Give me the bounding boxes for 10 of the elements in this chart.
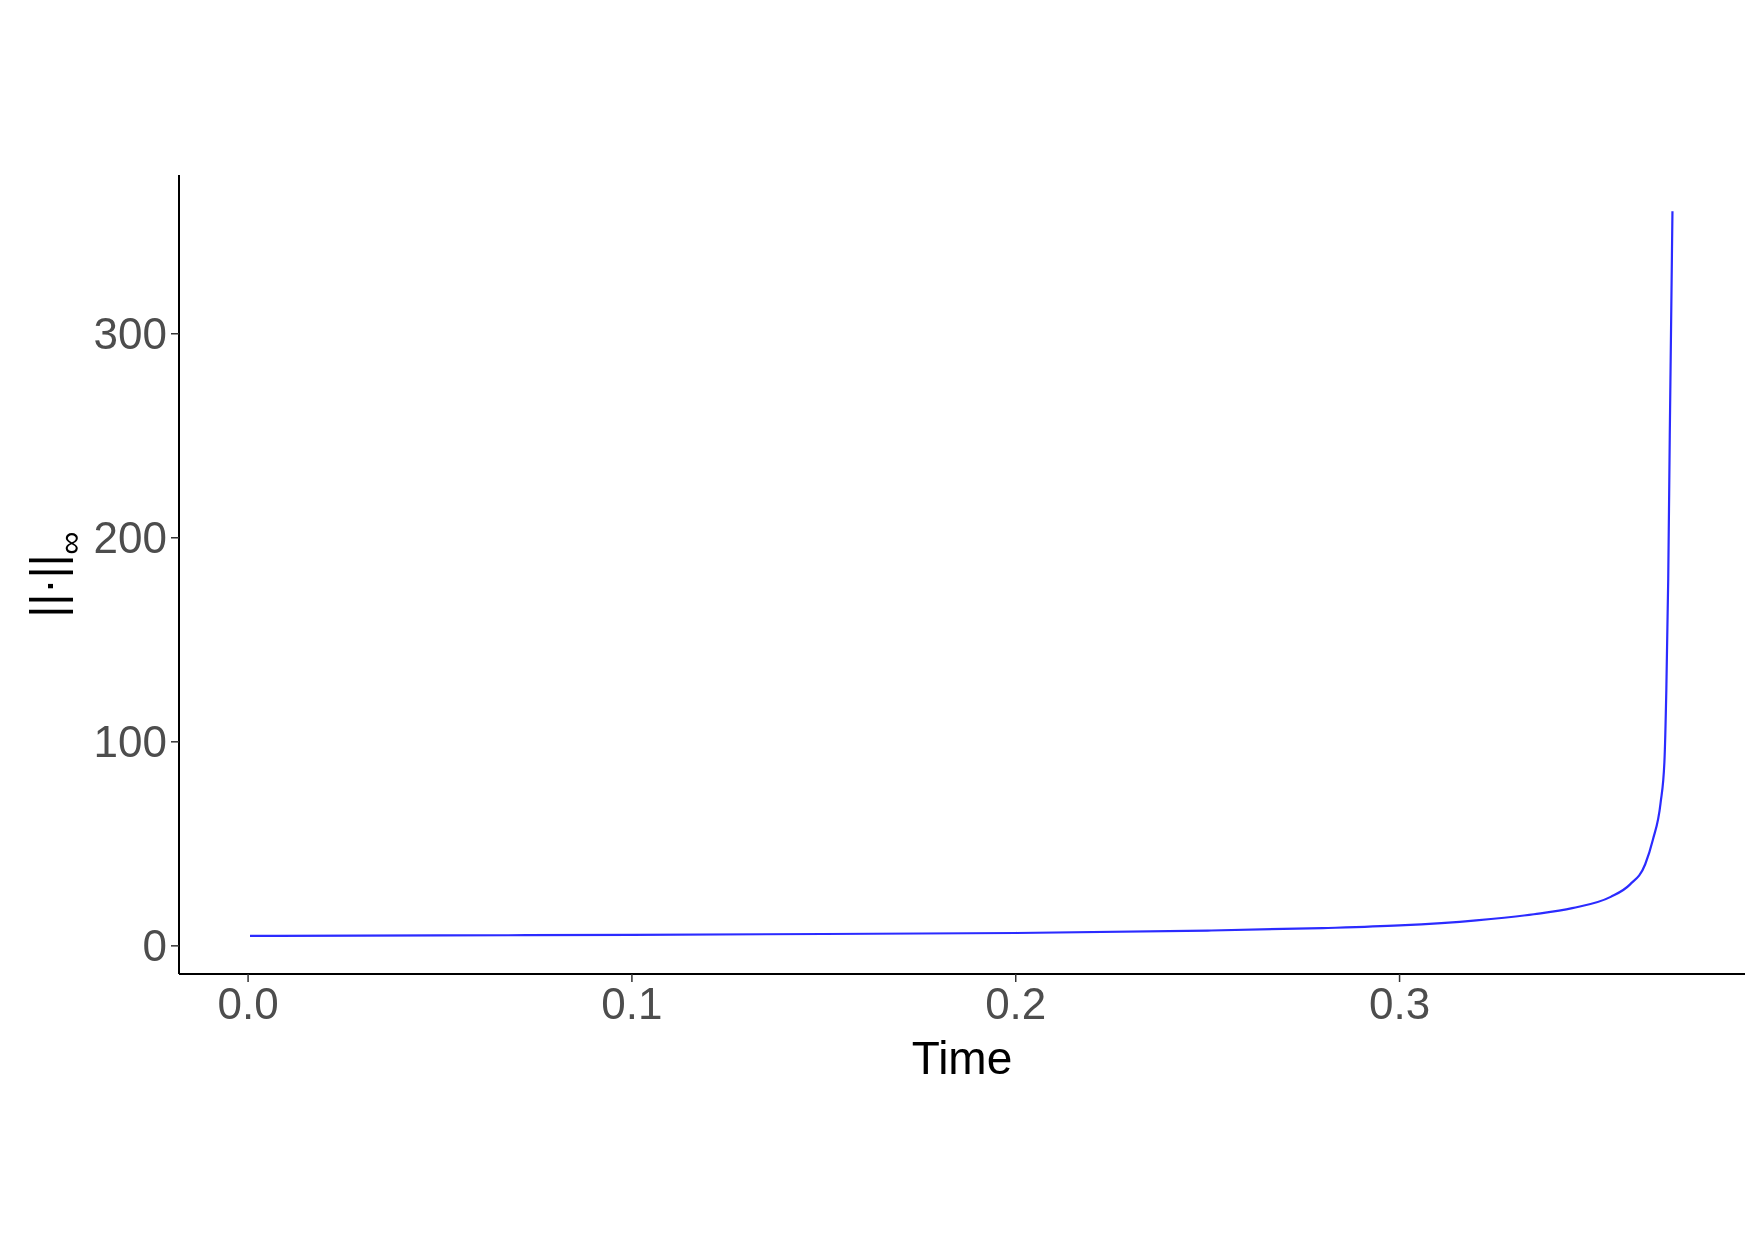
y-tick-label: 0 [142,921,167,971]
x-tick-label: 0.2 [985,979,1047,1028]
x-tick-label: 0.1 [601,979,663,1028]
y-tick-label: 100 [93,717,167,767]
x-axis-title: Time [911,1032,1013,1084]
x-tick-label: 0.0 [217,979,279,1028]
line-series [248,210,1674,937]
y-tick-label: 200 [93,513,167,563]
y-tick-label: 300 [93,309,167,359]
x-tick-label: 0.3 [1368,979,1431,1028]
